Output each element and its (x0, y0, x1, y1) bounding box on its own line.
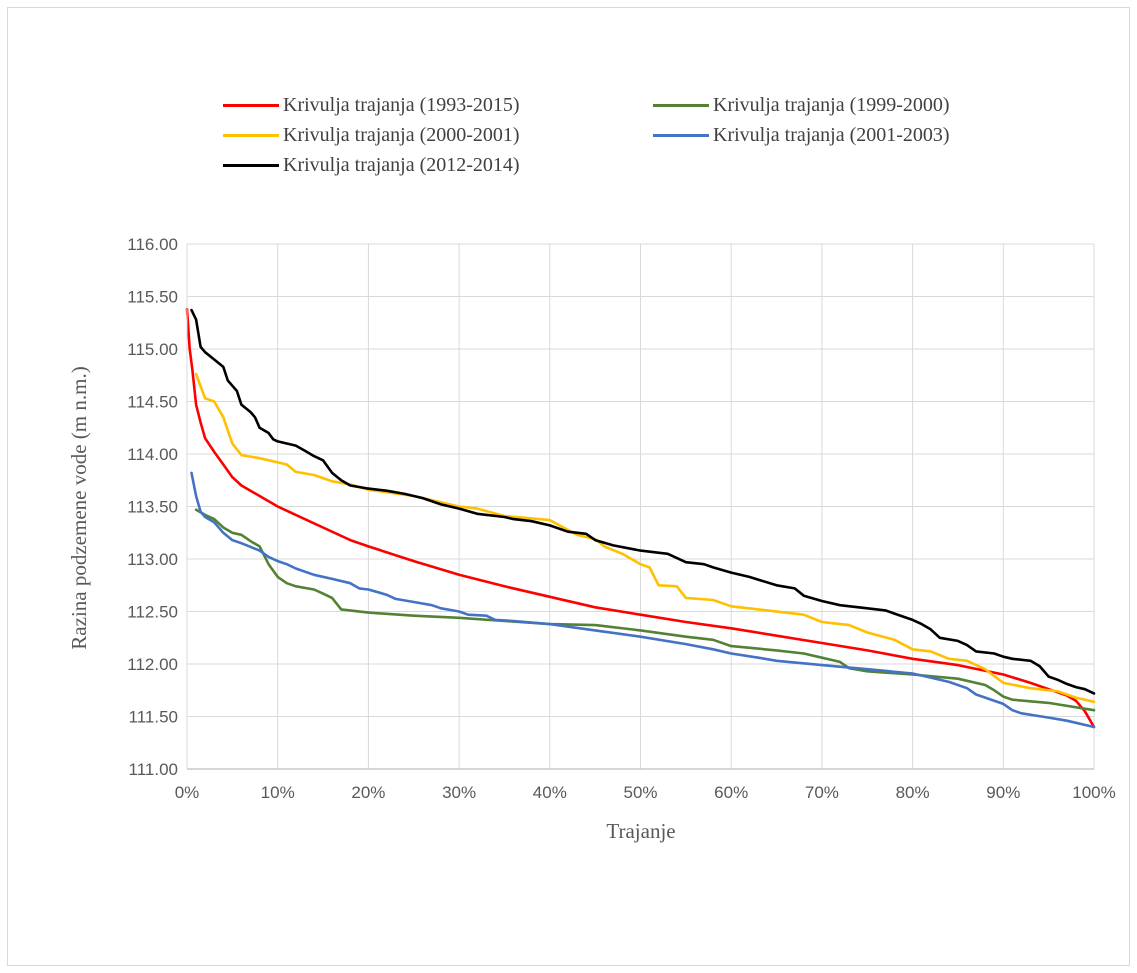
x-tick-label: 0% (175, 783, 200, 802)
x-tick-label: 50% (623, 783, 657, 802)
y-tick-label: 116.00 (127, 235, 178, 254)
series-line-2 (194, 508, 1096, 712)
legend-label: Krivulja trajanja (2001-2003) (713, 123, 950, 146)
y-tick-label: 115.50 (127, 288, 178, 307)
x-tick-label: 40% (533, 783, 567, 802)
y-tick-label: 115.00 (127, 340, 178, 359)
x-tick-label: 80% (896, 783, 930, 802)
legend-item: Krivulja trajanja (1999-2000) (653, 92, 950, 118)
y-tick-label: 113.00 (127, 550, 178, 569)
x-tick-label: 70% (805, 783, 839, 802)
series-line-5 (190, 308, 1096, 695)
grid (187, 243, 1095, 769)
y-axis-title: Razina podzemene vode (m n.m.) (67, 366, 91, 649)
legend-swatch (223, 133, 279, 137)
legend-label: Krivulja trajanja (1993-2015) (283, 93, 520, 116)
y-tick-label: 112.00 (127, 655, 178, 674)
legend-swatch (653, 133, 709, 137)
legend-label: Krivulja trajanja (2012-2014) (283, 153, 520, 176)
y-tick-label: 112.50 (127, 603, 178, 622)
x-tick-label: 20% (351, 783, 385, 802)
y-tick-label: 113.50 (127, 498, 178, 517)
y-tick-label: 114.50 (127, 393, 178, 412)
x-tick-label: 100% (1072, 783, 1115, 802)
x-tick-label: 60% (714, 783, 748, 802)
x-tick-label: 30% (442, 783, 476, 802)
legend-item: Krivulja trajanja (2012-2014) (223, 152, 520, 178)
series-line-4 (190, 471, 1096, 729)
legend-swatch (223, 163, 279, 167)
x-axis-title: Trajanje (606, 819, 675, 843)
y-tick-label: 114.00 (127, 445, 178, 464)
series-lines (185, 307, 1096, 729)
series-line-3 (194, 372, 1096, 704)
legend-swatch (223, 103, 279, 107)
legend-item: Krivulja trajanja (1993-2015) (223, 92, 520, 118)
series-line-1 (185, 307, 1096, 729)
x-tick-label: 10% (261, 783, 295, 802)
y-tick-label: 111.00 (129, 760, 178, 779)
x-tick-label: 90% (986, 783, 1020, 802)
legend-label: Krivulja trajanja (1999-2000) (713, 93, 950, 116)
legend-label: Krivulja trajanja (2000-2001) (283, 123, 520, 146)
legend: Krivulja trajanja (1993-2015) Krivulja t… (223, 92, 1023, 192)
legend-item: Krivulja trajanja (2000-2001) (223, 122, 520, 148)
y-tick-label: 111.50 (129, 708, 178, 727)
legend-item: Krivulja trajanja (2001-2003) (653, 122, 950, 148)
legend-swatch (653, 103, 709, 107)
axes: 116.00 115.50 115.00 114.50 114.00 113.50 113.… (127, 235, 1115, 802)
